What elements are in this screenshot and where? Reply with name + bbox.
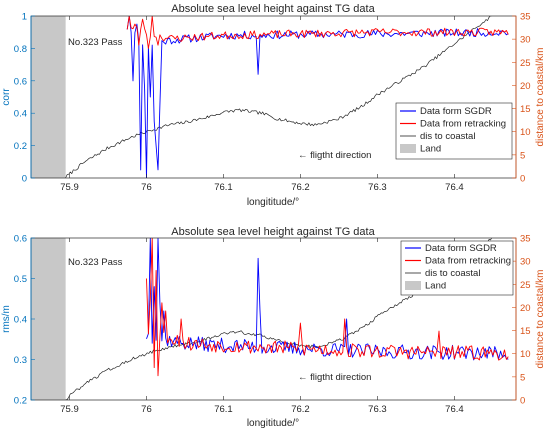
y-tick-label: 0.6: [14, 234, 27, 245]
x-tick-label: 76.2: [291, 404, 310, 415]
y-tick-label: 0.4: [14, 109, 27, 120]
y2-tick-label: 20: [520, 81, 531, 92]
land-region: [31, 16, 66, 178]
pass-annotation: No.323 Pass: [68, 37, 123, 48]
x-tick-label: 76.4: [445, 182, 464, 193]
legend-label-coastal: dis to coastal: [420, 131, 475, 142]
y2-axis-label: distance to coastal/km: [535, 48, 546, 147]
legend-label-coastal: dis to coastal: [425, 268, 480, 279]
chart-title: Absolute sea level height against TG dat…: [171, 226, 375, 238]
y-tick-label: 1: [22, 12, 27, 23]
land-region: [31, 238, 66, 400]
axis-ticks: 75.9 76 76.1 76.2 76.3 76.400.20.40.60.810510…: [14, 12, 531, 194]
legend-swatch-land: [400, 144, 416, 153]
legend-label-sgdr: Data form SGDR: [425, 243, 497, 254]
legend-label-land: Land: [425, 281, 446, 292]
y2-tick-label: 5: [520, 150, 525, 161]
x-axis-label: longititude/°: [247, 418, 299, 429]
y-axis-label: rms/m: [1, 305, 12, 333]
x-tick-label: 76.3: [368, 182, 387, 193]
y-tick-label: 0.5: [14, 274, 27, 285]
series-line-coastal: [65, 16, 493, 178]
legend-label-retracking: Data from retracking: [425, 256, 511, 267]
y-tick-label: 0.8: [14, 44, 27, 55]
legend-label-land: Land: [420, 144, 441, 155]
y2-tick-label: 20: [520, 303, 531, 314]
chart-title: Absolute sea level height against TG dat…: [171, 3, 375, 15]
series-line-retracking: [126, 16, 509, 49]
y2-tick-label: 15: [520, 326, 531, 337]
chart-panel-top: Absolute sea level height against TG dat…: [1, 3, 546, 208]
y2-tick-label: 30: [520, 35, 531, 46]
legend-label-sgdr: Data form SGDR: [420, 106, 492, 117]
x-tick-label: 75.9: [60, 404, 79, 415]
y2-tick-label: 0: [520, 396, 525, 407]
legend: Data form SGDR Data from retracking dis …: [400, 240, 514, 296]
x-tick-label: 76.4: [445, 404, 464, 415]
y-tick-label: 0.2: [14, 141, 27, 152]
legend: Data form SGDR Data from retracking dis …: [395, 102, 513, 160]
x-tick-label: 76.3: [368, 404, 387, 415]
y-tick-label: 0: [22, 174, 27, 185]
y2-tick-label: 5: [520, 372, 525, 383]
pass-annotation: No.323 Pass: [68, 257, 123, 268]
y2-tick-label: 0: [520, 174, 525, 185]
axis-ticks: 75.9 76 76.1 76.2 76.3 76.4 0.2 0.3 0.4 0.5 0.6 0 5 1…: [14, 234, 531, 416]
chart-panel-bottom: Absolute sea level height against TG dat…: [1, 226, 546, 429]
x-tick-label: 76: [141, 404, 152, 415]
y2-axis-label: distance to coastal/km: [535, 270, 546, 369]
y2-tick-label: 15: [520, 104, 531, 115]
x-axis-label: longititude/°: [247, 197, 299, 208]
y-tick-label: 0.2: [14, 396, 27, 407]
y2-tick-label: 35: [520, 12, 531, 23]
y-axis-label: corr: [1, 88, 12, 106]
series-line-sgdr: [126, 16, 509, 178]
y2-tick-label: 30: [520, 257, 531, 268]
y2-tick-label: 10: [520, 127, 531, 138]
x-tick-label: 76.2: [291, 182, 310, 193]
y2-tick-label: 25: [520, 58, 531, 69]
y-tick-label: 0.6: [14, 76, 27, 87]
x-tick-label: 76.1: [214, 182, 233, 193]
y2-tick-label: 35: [520, 234, 531, 245]
y2-tick-label: 10: [520, 349, 531, 360]
data-lines: [65, 16, 509, 178]
legend-label-retracking: Data from retracking: [420, 119, 506, 130]
x-tick-label: 75.9: [60, 182, 79, 193]
x-tick-label: 76: [141, 182, 152, 193]
series-line-retracking: [146, 238, 509, 377]
x-tick-label: 76.1: [214, 404, 233, 415]
y-tick-label: 0.3: [14, 355, 27, 366]
y2-tick-label: 25: [520, 280, 531, 291]
direction-annotation: ← fligtht direction: [298, 372, 371, 383]
y-tick-label: 0.4: [14, 315, 27, 326]
direction-annotation: ← fligtht direction: [298, 150, 371, 161]
legend-swatch-land: [405, 281, 421, 290]
